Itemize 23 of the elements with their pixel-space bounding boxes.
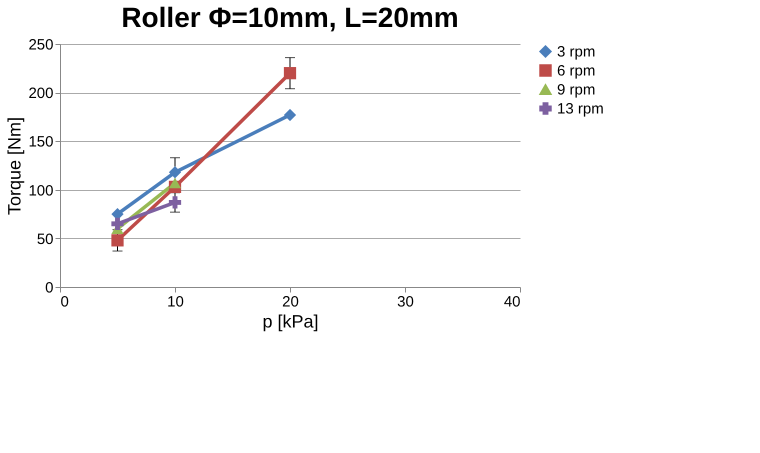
x-tick-label: 10: [167, 294, 184, 310]
y-tick-label: 0: [45, 280, 54, 296]
y-axis-title: Torque [Nm]: [4, 116, 24, 216]
legend-label: 3 rpm: [557, 44, 596, 60]
x-tick-label: 0: [60, 294, 69, 310]
point: [168, 166, 182, 178]
y-tick-label: 200: [28, 85, 54, 102]
legend-label: 9 rpm: [557, 82, 596, 98]
x-tick-label: 20: [282, 294, 299, 310]
x-axis-title: p [kPa]: [262, 312, 319, 332]
y-tick-label: 150: [28, 134, 54, 151]
point: [284, 108, 296, 122]
y-tick-label: 100: [28, 182, 54, 200]
point: [168, 196, 182, 209]
y-tick-label: 250: [28, 36, 54, 54]
point: [284, 67, 296, 80]
legend-label: 13 rpm: [557, 100, 604, 118]
x-tick-label: 40: [504, 294, 520, 310]
point: [111, 234, 124, 246]
chart-title: Roller Φ=10mm, L=20mm: [121, 2, 459, 33]
x-tick-label: 30: [397, 294, 414, 310]
legend-label: 6 rpm: [557, 62, 596, 80]
y-tick-label: 50: [36, 230, 54, 248]
